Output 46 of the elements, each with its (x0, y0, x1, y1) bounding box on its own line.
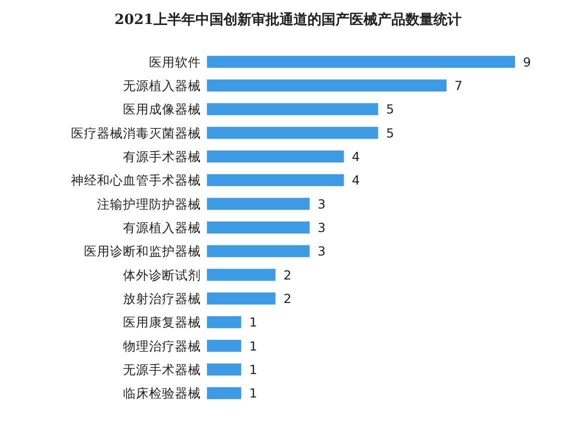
bar (207, 268, 276, 281)
bar (207, 174, 344, 186)
y-tick-label: 医用软件 (149, 54, 201, 70)
bar (207, 364, 242, 376)
y-tick-label: 医用成像器械 (123, 102, 201, 117)
bar (207, 103, 378, 116)
y-tick-label: 医用诊断和监护器械 (84, 244, 201, 259)
data-label: 1 (249, 386, 258, 401)
data-label: 4 (352, 149, 360, 164)
data-label: 9 (523, 54, 531, 70)
bar (207, 198, 310, 210)
bar (207, 340, 242, 352)
data-label: 1 (249, 362, 258, 377)
y-tick-label: 放射治疗器械 (123, 291, 201, 306)
data-label: 4 (352, 172, 360, 188)
y-tick-label: 有源手术器械 (123, 149, 201, 164)
data-label: 2 (283, 291, 292, 306)
y-tick-label: 医用康复器械 (123, 314, 201, 330)
data-label: 3 (318, 196, 326, 212)
y-tick-label: 无源手术器械 (123, 362, 201, 377)
y-tick-label: 注输护理防护器械 (97, 196, 201, 212)
y-tick-label: 临床检验器械 (123, 386, 201, 401)
y-tick-label: 体外诊断试剂 (123, 267, 201, 282)
bar (207, 316, 242, 328)
y-tick-label: 神经和心血管手术器械 (71, 172, 201, 188)
y-tick-label: 无源植入器械 (123, 78, 201, 93)
data-label: 5 (386, 125, 394, 140)
data-label: 1 (249, 314, 258, 330)
bar (207, 387, 242, 400)
bar (207, 292, 276, 304)
bar (207, 245, 310, 258)
data-label: 1 (249, 338, 258, 354)
data-label: 3 (318, 244, 326, 259)
data-label: 5 (386, 102, 394, 117)
chart-title: 2021上半年中国创新审批通道的国产医械产品数量统计 (114, 11, 462, 28)
data-label: 2 (283, 267, 292, 282)
y-tick-label: 医疗器械消毒灭菌器械 (71, 125, 201, 140)
data-label: 3 (318, 220, 326, 235)
bar (207, 80, 447, 92)
data-label: 7 (454, 78, 463, 93)
bar (207, 126, 378, 139)
y-tick-label: 有源植入器械 (123, 220, 201, 235)
y-tick-label: 物理治疗器械 (123, 338, 201, 354)
bar (207, 222, 310, 234)
bar (207, 56, 515, 68)
bar (207, 150, 344, 162)
